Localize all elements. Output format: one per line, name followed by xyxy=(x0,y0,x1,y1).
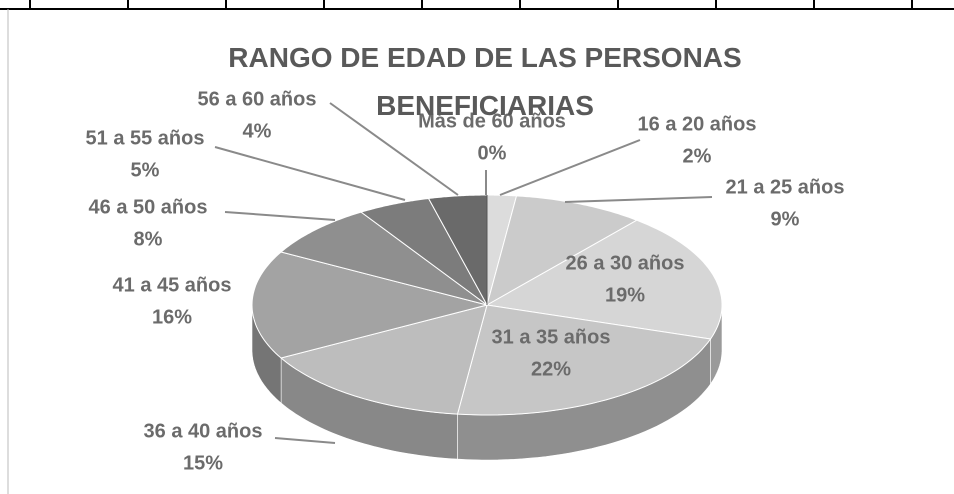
chart-title: RANGO DE EDAD DE LAS PERSONAS BENEFICIAR… xyxy=(228,42,742,121)
pie-slice xyxy=(486,195,639,307)
leader-line xyxy=(564,196,713,203)
leader-line xyxy=(329,102,459,196)
value-label: 19% xyxy=(605,284,645,306)
pie-slice xyxy=(280,304,488,415)
value-label: 16% xyxy=(152,306,192,328)
category-label: 16 a 20 años xyxy=(638,113,757,135)
pie-slice xyxy=(359,197,488,306)
pie-slice xyxy=(427,194,488,306)
value-label: 2% xyxy=(683,145,712,167)
category-label: 46 a 50 años xyxy=(89,196,208,218)
value-label: 8% xyxy=(134,228,163,250)
value-label: 15% xyxy=(183,452,223,474)
category-label: 31 a 35 años xyxy=(492,326,611,348)
pie-slice xyxy=(485,219,723,340)
value-label: 4% xyxy=(243,120,272,142)
category-label: 51 a 55 años xyxy=(86,127,205,149)
category-label: 56 a 60 años xyxy=(198,88,317,110)
pie-slice xyxy=(456,304,712,416)
category-label: Más de 60 años xyxy=(418,110,566,132)
leader-line xyxy=(224,211,336,221)
value-label: 0% xyxy=(478,142,507,164)
pie-slice xyxy=(251,251,488,359)
value-label: 9% xyxy=(771,208,800,230)
value-label: 22% xyxy=(531,358,571,380)
leader-line xyxy=(499,139,641,196)
category-label: 21 a 25 años xyxy=(726,176,845,198)
table-border xyxy=(0,0,954,10)
leader-line xyxy=(274,437,336,444)
value-label: 5% xyxy=(131,159,160,181)
category-label: 41 a 45 años xyxy=(113,274,232,296)
category-label: 26 a 30 años xyxy=(566,252,685,274)
pie-slice xyxy=(280,211,488,306)
leader-line xyxy=(214,146,406,201)
category-label: 36 a 40 años xyxy=(144,420,263,442)
